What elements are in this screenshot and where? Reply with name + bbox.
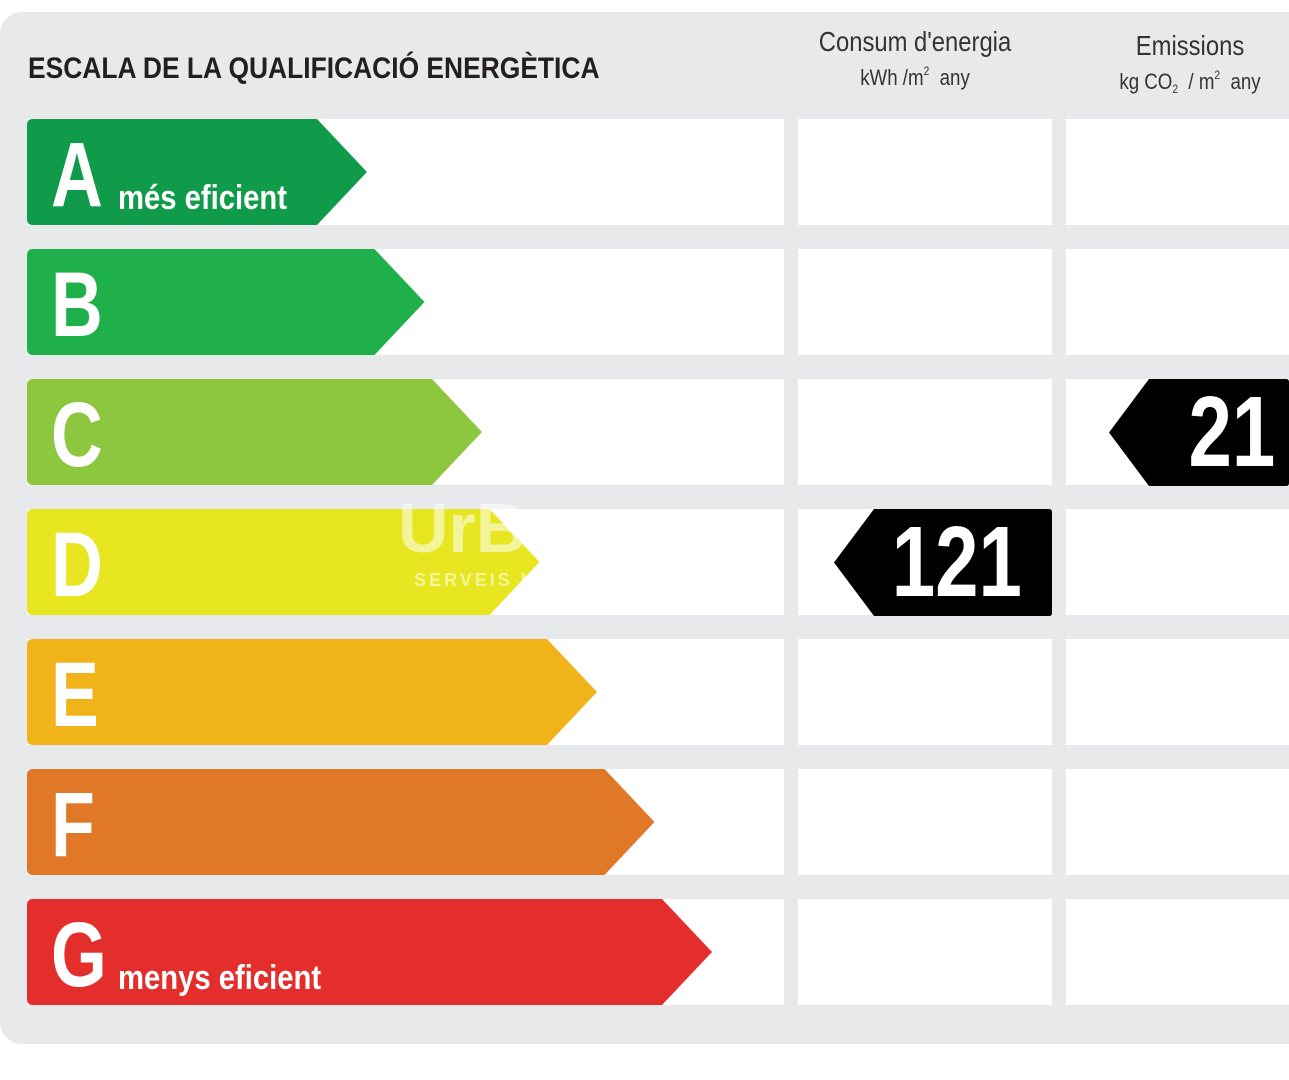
band-letter: A xyxy=(51,124,103,226)
consumption-marker-value: 121 xyxy=(891,506,1022,618)
band-f: F xyxy=(27,769,655,875)
cell-consumption-f xyxy=(798,769,1052,875)
band-d: D xyxy=(27,509,540,615)
cell-consumption-b xyxy=(798,249,1052,355)
consumption-column-header: Consum d'energia kWh /m2 any xyxy=(790,26,1040,91)
band-arrow-c xyxy=(27,379,482,485)
band-arrow-f xyxy=(27,769,655,875)
emissions-marker: 21 xyxy=(1109,379,1289,486)
band-letter: F xyxy=(51,774,95,876)
consumption-unit: kWh /m2 any xyxy=(860,64,970,90)
band-arrow-a xyxy=(27,119,367,225)
band-letter: D xyxy=(51,514,103,616)
cell-consumption-c xyxy=(798,379,1052,485)
band-c: C xyxy=(27,379,482,485)
cell-consumption-a xyxy=(798,119,1052,225)
band-note: més eficient xyxy=(118,179,288,217)
cell-emissions-b xyxy=(1066,249,1289,355)
band-b: B xyxy=(27,249,425,355)
band-letter: G xyxy=(51,904,107,1006)
band-arrow-b xyxy=(27,249,425,355)
cell-consumption-g xyxy=(798,899,1052,1005)
band-arrow-d xyxy=(27,509,540,615)
cell-emissions-a xyxy=(1066,119,1289,225)
consumption-marker-arrow xyxy=(834,509,1052,616)
cell-consumption-e xyxy=(798,639,1052,745)
emissions-unit: kg CO2 / m2 any xyxy=(1119,68,1261,96)
page-title: ESCALA DE LA QUALIFICACIÓ ENERGÈTICA xyxy=(28,52,600,85)
consumption-title: Consum d'energia xyxy=(818,26,1012,57)
band-e: E xyxy=(27,639,597,745)
band-arrow-e xyxy=(27,639,597,745)
band-letter: B xyxy=(51,254,103,356)
cell-emissions-f xyxy=(1066,769,1289,875)
band-note: menys eficient xyxy=(118,959,322,997)
emissions-title: Emissions xyxy=(1135,30,1245,61)
consumption-marker: 121 xyxy=(834,509,1052,616)
cell-emissions-d xyxy=(1066,509,1289,615)
emissions-marker-arrow xyxy=(1109,379,1289,486)
emissions-marker-value: 21 xyxy=(1188,376,1275,488)
cell-emissions-g xyxy=(1066,899,1289,1005)
band-arrow-g xyxy=(27,899,712,1005)
band-letter: C xyxy=(51,384,103,486)
cell-emissions-e xyxy=(1066,639,1289,745)
band-letter: E xyxy=(51,644,99,746)
emissions-column-header: Emissions kg CO2 / m2 any xyxy=(1085,30,1289,96)
